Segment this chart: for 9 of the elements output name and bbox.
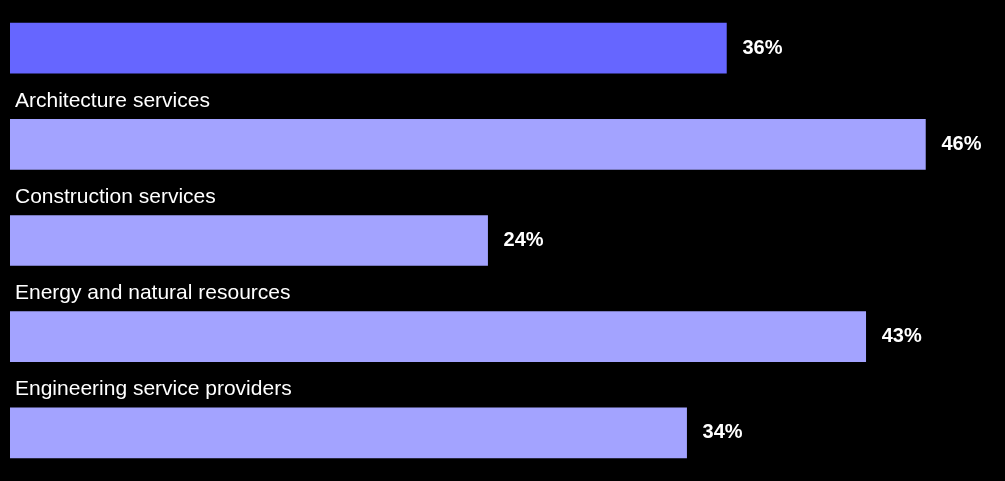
data-label: 43% <box>881 324 922 347</box>
data-label: 36% <box>742 35 783 58</box>
y-tick-label: Architecture services <box>15 87 210 111</box>
y-tick-label: Construction services <box>15 183 216 207</box>
data-label: 46% <box>941 131 982 154</box>
data-label: 34% <box>702 420 743 443</box>
data-label: 24% <box>503 228 544 251</box>
y-tick-label: Energy and natural resources <box>15 280 291 303</box>
y-tick-label: Engineering service providers <box>15 376 292 400</box>
